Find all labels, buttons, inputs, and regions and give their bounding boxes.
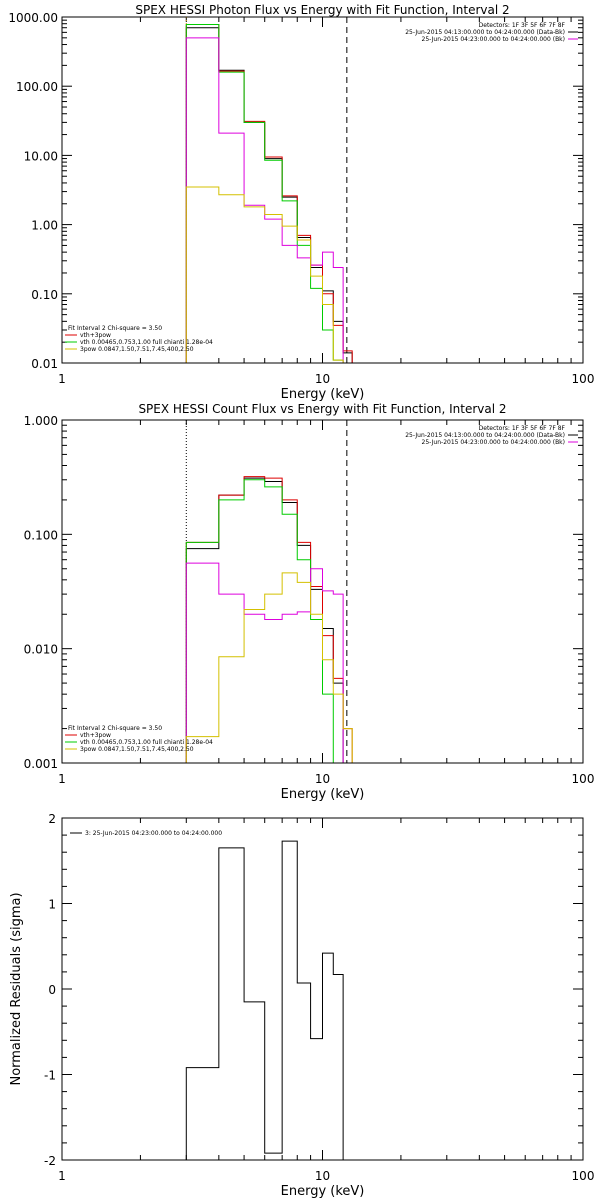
y-tick-label: 1.000	[24, 414, 58, 428]
x-tick-label: 10	[315, 372, 330, 386]
series-2-line	[185, 23, 353, 363]
header-line-1: Detectors: 1F 3F 5F 6F 7F 8F	[479, 425, 566, 432]
legend-entry-3: vth 0.00465,0.753,1.00 full chianti 1.28…	[80, 339, 213, 346]
chart-title: SPEX HESSI Photon Flux vs Energy with Fi…	[135, 3, 509, 17]
y-tick-label: 0	[48, 983, 56, 997]
legend-entry-2: vth+3pow	[80, 332, 111, 339]
x-tick-label: 100	[572, 1169, 595, 1183]
series-3-line	[185, 479, 334, 763]
chart-title: SPEX HESSI Count Flux vs Energy with Fit…	[138, 402, 506, 416]
y-tick-label: 2	[48, 812, 56, 826]
chart-panel-3: 1 10 100 -2 -1 0 1 2 Energy (keV) Normalized Resi…	[9, 812, 595, 1199]
series-5-line	[185, 572, 353, 763]
header-line-2: 25-Jun-2015 04:13:00.000 to 04:24:00.000…	[405, 29, 565, 36]
legend-entry-4: 3pow 0.0847,1.50,7.51,7.45,400,2.50	[80, 746, 194, 753]
y-tick-label: 0.100	[24, 528, 58, 542]
series-5-line	[185, 186, 344, 363]
series-4-line	[185, 562, 344, 763]
legend-entry-1: 3: 25-Jun-2015 04:23:00.000 to 04:24:00.…	[85, 830, 222, 837]
y-tick-label: 0.01	[31, 357, 58, 371]
legend-entry-1: Fit Interval 2 Chi-square = 3.50	[68, 325, 162, 332]
x-tick-label: 1	[58, 1169, 66, 1183]
header-line-2: 25-Jun-2015 04:13:00.000 to 04:24:00.000…	[405, 432, 565, 439]
series-4-line	[185, 37, 344, 363]
x-axis-label: Energy (keV)	[281, 1184, 365, 1199]
plot-frame	[61, 419, 584, 764]
plot-frame	[61, 817, 584, 1161]
y-tick-label: 1000.00	[8, 11, 58, 25]
legend-entry-4: 3pow 0.0847,1.50,7.51,7.45,400,2.50	[80, 346, 194, 353]
series-1-line	[185, 477, 344, 763]
x-tick-label: 100	[572, 772, 595, 786]
y-tick-label: 0.001	[24, 757, 58, 771]
x-tick-label: 1	[58, 772, 66, 786]
y-tick-label: 1	[48, 898, 56, 912]
y-tick-label: -2	[44, 1154, 56, 1168]
series-1-line	[185, 27, 353, 363]
x-tick-label: 100	[572, 372, 595, 386]
header-line-3: 25-Jun-2015 04:23:00.000 to 04:24:00.000…	[422, 36, 565, 43]
legend-entry-3: vth 0.00465,0.753,1.00 full chianti 1.28…	[80, 739, 213, 746]
header-line-3: 25-Jun-2015 04:23:00.000 to 04:24:00.000…	[422, 439, 565, 446]
series-1-line	[185, 840, 344, 1160]
y-axis-label: Normalized Residuals (sigma)	[9, 892, 24, 1085]
y-tick-label: 0.010	[24, 643, 58, 657]
y-tick-label: 10.00	[24, 149, 58, 163]
y-tick-label: 0.10	[31, 288, 58, 302]
chart-panel-2: SPEX HESSI Count Flux vs Energy with Fit…	[24, 402, 595, 802]
x-tick-label: 10	[315, 1169, 330, 1183]
legend-entry-2: vth+3pow	[80, 732, 111, 739]
series-2-line	[185, 476, 353, 763]
y-tick-label: -1	[44, 1069, 56, 1083]
x-axis-label: Energy (keV)	[281, 787, 365, 802]
chart-panel-1: SPEX HESSI Photon Flux vs Energy with Fi…	[8, 3, 594, 402]
y-tick-label: 100.00	[16, 80, 58, 94]
header-line-1: Detectors: 1F 3F 5F 6F 7F 8F	[479, 22, 566, 29]
x-tick-label: 1	[58, 372, 66, 386]
y-tick-label: 1.00	[31, 219, 58, 233]
x-axis-label: Energy (keV)	[281, 387, 365, 402]
legend-entry-1: Fit Interval 2 Chi-square = 3.50	[68, 725, 162, 732]
x-tick-label: 10	[315, 772, 330, 786]
plot-frame	[61, 16, 584, 364]
